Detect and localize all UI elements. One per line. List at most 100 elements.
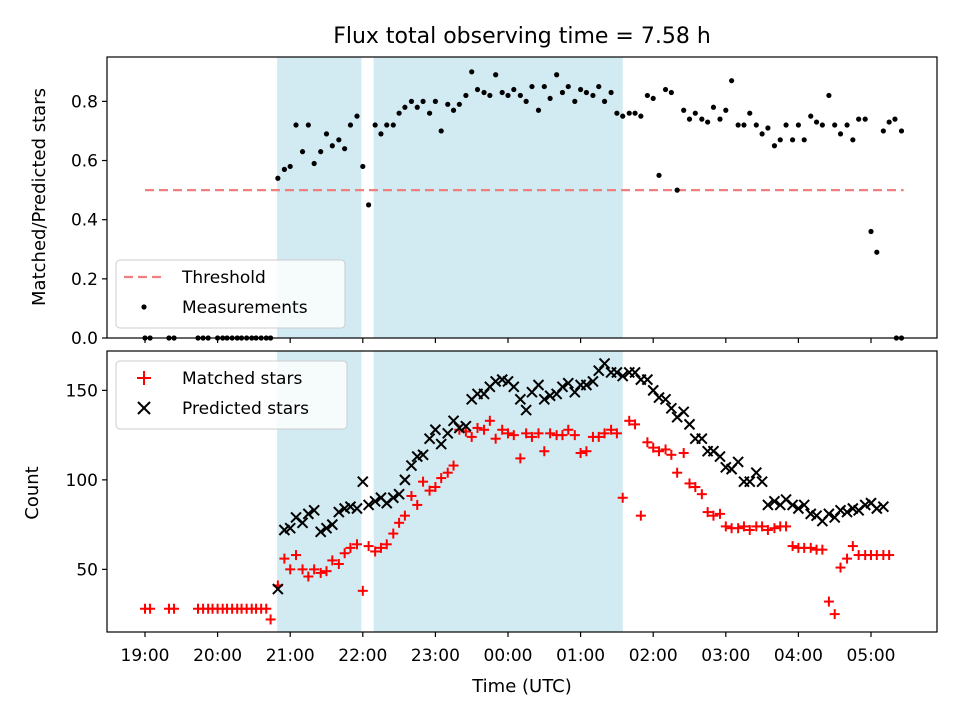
y-tick-label: 0.8 (71, 92, 98, 112)
measurement-point (662, 86, 669, 93)
measurement-point (426, 110, 433, 116)
measurement-point (281, 166, 287, 172)
x-tick-label: 00:00 (484, 646, 533, 666)
matched-star-point (291, 550, 302, 561)
measurement-point (596, 83, 602, 90)
measurement-point (541, 83, 547, 90)
measurement-point (287, 163, 293, 170)
matched-star-point (666, 449, 677, 460)
matched-star-point (424, 485, 435, 496)
matched-star-point (769, 523, 780, 534)
x-tick-label: 04:00 (774, 646, 823, 666)
measurement-point (837, 131, 844, 137)
matched-star-point (702, 507, 713, 518)
y-tick-label: 150 (66, 381, 98, 401)
matched-star-point (515, 453, 526, 464)
matched-star-point (539, 446, 550, 457)
matched-star-point (733, 523, 744, 534)
matched-star-point (399, 510, 410, 521)
matched-star-point (345, 542, 356, 553)
y-tick-label: 50 (76, 560, 98, 580)
matched-star-point (297, 564, 308, 575)
matched-star-point (508, 430, 519, 441)
x-tick-label: 05:00 (847, 646, 896, 666)
matched-star-point (635, 510, 646, 521)
y-tick-label: 0.4 (71, 211, 98, 231)
matched-star-point (708, 510, 719, 521)
measurement-point (456, 101, 462, 107)
measurement-point (723, 107, 729, 113)
measurement-point (323, 131, 330, 137)
predicted-star-point (792, 502, 805, 515)
predicted-star-point (399, 474, 411, 486)
matched-star-point (363, 541, 374, 552)
matched-star-point (265, 614, 276, 625)
measurement-point (505, 92, 511, 99)
measurement-point (554, 72, 560, 78)
matched-star-point (315, 567, 326, 578)
predicted-star-point (611, 366, 623, 379)
predicted-star-point (302, 508, 315, 520)
measurement-point (620, 113, 626, 119)
measurement-point (414, 104, 420, 110)
predicted-star-point (841, 506, 853, 518)
matched-star-point (479, 424, 490, 435)
measurement-point (529, 83, 535, 90)
measurement-point (632, 110, 638, 116)
measurement-point (583, 89, 590, 96)
measurement-point (342, 146, 348, 152)
matched-star-point (357, 585, 368, 596)
matched-star-point (762, 524, 773, 535)
x-tick-label: 21:00 (266, 646, 315, 666)
predicted-star-point (417, 449, 429, 461)
measurement-point (699, 116, 705, 122)
matched-star-point (285, 564, 296, 575)
matched-star-point (757, 521, 768, 532)
measurement-point (886, 119, 892, 125)
matched-star-point (781, 521, 792, 532)
measurement-point (808, 113, 814, 119)
measurement-point (692, 110, 698, 116)
matched-star-point (606, 424, 617, 435)
predicted-star-point (333, 506, 345, 518)
matched-star-point (581, 446, 592, 457)
predicted-star-point (877, 501, 890, 513)
measurement-point (565, 83, 571, 90)
predicted-legend-icon (137, 401, 151, 415)
measurement-point (789, 137, 796, 143)
matched-star-point (599, 428, 610, 439)
predicted-star-point (442, 427, 454, 440)
predicted-star-point (460, 420, 472, 432)
plot-frame (106, 56, 938, 339)
predicted-star-point (732, 456, 744, 468)
matched-star-point (370, 546, 381, 557)
predicted-star-point (453, 422, 466, 434)
measurement-point (578, 86, 584, 93)
matched-star-point (375, 542, 386, 553)
y-tick-label: 0.2 (71, 270, 98, 290)
predicted-star-point (768, 495, 781, 508)
predicted-star-point (665, 402, 678, 414)
matched-star-point (145, 603, 156, 614)
measurement-point (384, 122, 390, 128)
matched-star-point (279, 553, 290, 564)
measurement-point (717, 116, 723, 122)
predicted-star-point (435, 438, 447, 450)
measurement-point (681, 107, 687, 113)
measurement-point (874, 249, 880, 255)
matched-star-point (169, 603, 180, 614)
matched-star-point (624, 415, 635, 426)
measurement-point (650, 95, 656, 102)
predicted-star-point (326, 518, 339, 531)
measurement-point (408, 98, 415, 104)
matched-star-point (617, 492, 628, 503)
predicted-star-point (532, 379, 545, 391)
matched-star-point (406, 490, 417, 501)
chart-title: Flux total observing time = 7.58 h (333, 24, 711, 49)
measurement-point (469, 69, 475, 75)
measurement-point (474, 86, 481, 93)
matched-star-point (490, 433, 501, 444)
matched-star-point (672, 467, 683, 478)
matched-star-point (593, 431, 604, 442)
predicted-star-point (423, 432, 436, 445)
